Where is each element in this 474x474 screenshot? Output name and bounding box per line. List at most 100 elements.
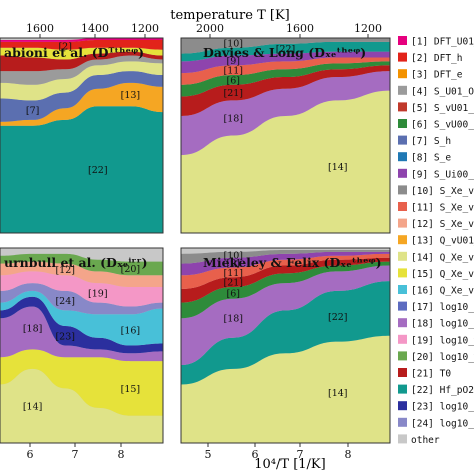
legend-label: [8] S_e [411, 153, 451, 164]
legend-swatch [398, 401, 407, 411]
chart-panel-4: [14] [22] [18] [6][21][11][9][10]Miekeley &… [180, 247, 391, 461]
legend-label: [6] S_vU00_v [411, 120, 474, 131]
legend: [1] DFT_U01_ [2] DFT_h [3] DFT_e [4] S_U01_… [398, 36, 474, 446]
legend-swatch [398, 85, 407, 95]
area-layer-19 [0, 271, 163, 307]
legend-swatch [398, 102, 407, 112]
layer-label: [21] [223, 88, 243, 99]
area-layer-14 [0, 61, 163, 101]
area-layer-4 [0, 55, 163, 85]
layer-label: [22] [88, 165, 108, 176]
layer-label: [10] [223, 38, 243, 49]
layer-label: [24] [55, 296, 75, 307]
area-layer-10 [181, 249, 390, 264]
top-tick-label: 1400 [81, 22, 109, 35]
area-layer-16 [0, 290, 163, 346]
legend-item-12: [12] S_Xe_vU [398, 218, 474, 230]
area-layer-18 [181, 265, 390, 365]
legend-swatch [398, 285, 407, 294]
layer-label: [18] [223, 314, 243, 325]
bottom-tick-label: 8 [118, 448, 125, 461]
legend-label: [24] log10_s [411, 418, 474, 429]
legend-item-11: [11] S_Xe_vU [398, 202, 474, 214]
area-layer-21 [0, 51, 163, 72]
legend-swatch [398, 135, 407, 145]
area-layer-21 [181, 257, 390, 303]
area-layer-18 [181, 71, 390, 155]
legend-item-7: [7] S_h [398, 135, 451, 147]
legend-label: [17] log10_v [411, 302, 474, 313]
bottom-tick-label: 7 [297, 448, 304, 461]
area-layer-6 [181, 61, 390, 97]
legend-item-9: [9] S_Ui00_O [398, 168, 474, 180]
layer-label: [10] [223, 250, 243, 261]
top-tick-label: 1600 [26, 22, 54, 35]
panel-title: Davies & Long (Dₓₑᵗʰᵉᵠ) [203, 45, 366, 60]
area-layer-10 [181, 38, 390, 54]
legend-item-5: [5] S_vU01_v [398, 102, 474, 114]
top-tick-label: 1200 [354, 22, 382, 35]
area-layer-14 [181, 335, 390, 443]
legend-item-23: [23] log10_s [398, 401, 474, 413]
chart-panel-1: [22] [13] [7] [2]abioni et al. (Dᵁᵗʰᵉᵠ) 1600… [0, 22, 164, 234]
legend-item-18: [18] log10_v [398, 318, 474, 330]
legend-item-22: [22] Hf_pO2 [398, 384, 474, 396]
area-layer-12 [0, 261, 163, 287]
legend-swatch [398, 235, 407, 245]
area-layer-22 [0, 106, 163, 233]
area-layer-6 [181, 261, 390, 319]
legend-item-other: other [398, 434, 440, 446]
legend-label: [13] Q_vU01_ [411, 236, 474, 247]
legend-label: [18] log10_v [411, 319, 474, 330]
legend-swatch [398, 168, 407, 178]
legend-swatch [398, 301, 407, 311]
layer-label: [21] [223, 278, 243, 289]
bottom-axis-label: 10⁴/T [1/K] [254, 457, 325, 472]
legend-label: [23] log10_s [411, 402, 474, 413]
layer-label: [6] [227, 75, 240, 86]
layer-label: [23] [55, 331, 75, 342]
panels: [22] [13] [7] [2]abioni et al. (Dᵁᵗʰᵉᵠ) 1600… [0, 22, 391, 461]
panel-frame [0, 247, 164, 444]
legend-swatch [398, 202, 407, 211]
legend-swatch [398, 351, 407, 361]
area-layer-21 [181, 65, 390, 116]
legend-item-2: [2] DFT_h [398, 52, 462, 64]
bottom-tick-label: 5 [205, 448, 212, 461]
legend-item-10: [10] S_Xe_vU [398, 185, 474, 197]
legend-item-24: [24] log10_s [398, 417, 474, 429]
top-tick-label: 1200 [131, 22, 159, 35]
panel-title: urnbull et al. (Dₓₑⁱʳʳ) [4, 255, 148, 270]
legend-swatch [398, 52, 407, 62]
legend-label: [16] Q_Xe_vU [411, 286, 474, 297]
layer-label: [22] [328, 312, 348, 323]
area-layer-11 [181, 57, 390, 85]
layer-label: [14] [23, 401, 43, 412]
layer-label: [22] [276, 44, 296, 55]
legend-swatch [398, 368, 407, 377]
area-layer-2 [0, 39, 163, 50]
layer-label: [18] [23, 323, 43, 334]
layer-label: [2] [58, 41, 71, 52]
top-tick-label: 2000 [196, 22, 224, 35]
area-layer-14 [0, 368, 163, 443]
area-layer-13 [0, 82, 163, 126]
legend-label: [1] DFT_U01_ [411, 37, 474, 48]
legend-swatch [398, 417, 407, 427]
legend-label: [7] S_h [411, 136, 451, 147]
layer-label: [14] [328, 162, 348, 173]
legend-item-8: [8] S_e [398, 152, 451, 164]
layer-label: [15] [121, 384, 141, 395]
panel-title: Miekeley & Felix (Dₓₑᵗʰᵉᵠ) [203, 255, 382, 270]
legend-label: [4] S_U01_OO [411, 86, 474, 97]
legend-label: [11] S_Xe_vU [411, 203, 474, 214]
layer-label: [7] [26, 106, 39, 117]
layer-label: [9] [227, 258, 240, 269]
legend-label: [19] log10_w [411, 335, 474, 346]
legend-item-6: [6] S_vU00_v [398, 119, 474, 131]
legend-item-1: [1] DFT_U01_ [398, 36, 474, 48]
layer-label: [14] [328, 388, 348, 399]
legend-swatch [398, 268, 407, 278]
legend-item-14: [14] Q_Xe_vU [398, 251, 474, 263]
